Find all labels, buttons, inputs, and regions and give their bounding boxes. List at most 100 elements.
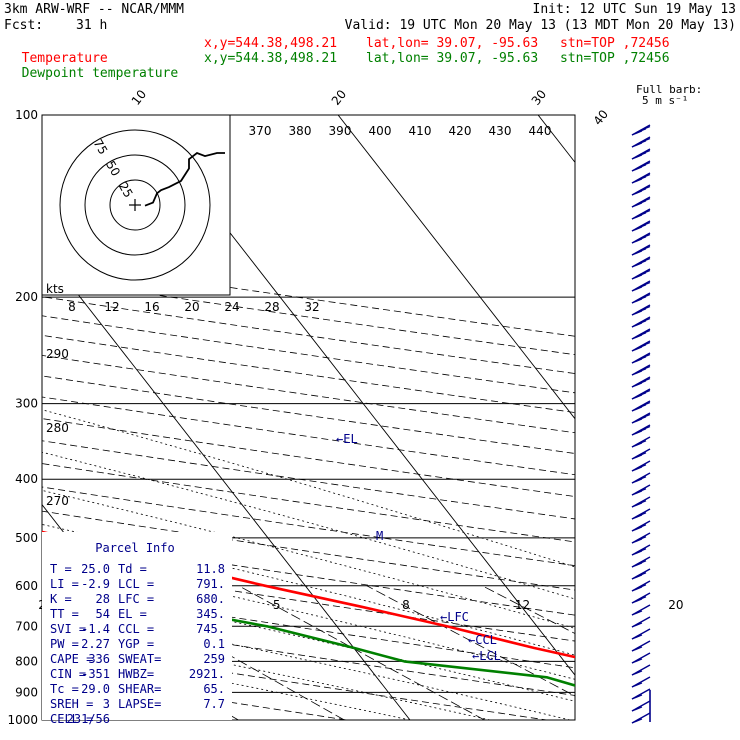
parcel-info-value: 680. [196,592,225,606]
dry-adiabat [42,354,575,434]
parcel-info-value: 345. [196,607,225,621]
parcel-info-value: 65. [203,682,225,696]
lcl-marker: ←LCL [472,649,501,663]
wind-barb-flag [635,596,647,602]
parcel-info-value: -1.4 [81,622,110,636]
parcel-info-label: K = [50,592,72,606]
temperature-xy: x,y=544.38,498.21 [204,36,338,51]
parcel-info-value: 0.1 [203,637,225,651]
speed-scale-label: 16 [144,300,159,314]
wind-barb-flag [631,622,643,628]
dry-adiabat [42,315,575,394]
mixing-ratio-label: 12 [515,598,530,612]
temperature-station: stn=TOP ,72456 [560,36,670,51]
parcel-info-value: 11.8 [196,562,225,576]
temperature-legend-name: Temperature [21,51,108,66]
parcel-info-label: LFC = [118,592,154,606]
pressure-tick-label: 500 [15,531,38,545]
moist-adiabat [42,524,575,656]
parcel-info-label: TT = [50,607,79,621]
wind-barb-flag [635,476,647,482]
isotherm-line [537,115,575,164]
parcel-info-label: CIN = [50,667,86,681]
parcel-info-label: CELL = [50,712,93,726]
parcel-info-label: CAPE = [50,652,93,666]
wind-barb-flag [639,318,651,324]
dewpoint-legend-name: Dewpoint temperature [21,66,179,81]
parcel-info-label: Td = [118,562,147,576]
hodograph-ring [109,179,161,231]
isotherm-label: 20 [329,87,349,108]
wind-barb-flag [631,610,643,616]
wind-barb-flag [639,402,651,408]
parcel-info-value: 54 [96,607,110,621]
theta-label: 420 [449,124,472,138]
mixing-ratio-label: 20 [668,598,683,612]
dewpoint-station: stn=TOP ,72456 [560,51,670,66]
wind-barb-flag [639,198,651,204]
dry-adiabat [42,296,575,374]
wind-barb-flag [639,354,651,360]
parcel-info-label: LI = [50,577,79,591]
parcel-info-value: 231/56 [67,712,110,726]
valid-time: Valid: 19 UTC Mon 20 May 13 (13 MDT Mon … [344,18,736,33]
wind-barb-flag [639,234,651,240]
wind-barb-flag [639,138,651,144]
moist-adiabat [42,554,575,680]
speed-scale-label: 28 [264,300,279,314]
dewpoint-latlon: lat,lon= 39.07, -95.63 [366,51,539,66]
wind-barb-flag [631,634,643,640]
pressure-tick-label: 200 [15,290,38,304]
parcel-info-label: YGP = [118,637,154,651]
temperature-legend: Temperature [6,36,108,66]
wind-barb-flag [639,390,651,396]
wind-barb-flag [639,414,651,420]
wind-barb-flag [635,488,647,494]
wind-barb-flag [631,670,643,676]
parcel-info-value: 2921. [189,667,225,681]
parcel-info-value: 28 [96,592,110,606]
wind-barb-flag [635,584,647,590]
dry-adiabat [42,615,575,696]
dry-adiabat [0,128,27,733]
pressure-tick-label: 800 [15,654,38,668]
wind-barb-flag [639,378,651,384]
theta-label: 440 [529,124,552,138]
speed-scale-label: 20 [184,300,199,314]
theta-label: 380 [289,124,312,138]
parcel-info-value: 745. [196,622,225,636]
speed-scale-label: 12 [104,300,119,314]
isotherm-label: 10 [129,87,149,108]
wind-barb-flag [635,440,647,446]
wind-barb-flag [639,126,651,132]
theta-label: 430 [489,124,512,138]
speed-scale-label: 8 [68,300,76,314]
parcel-info-label: CCL = [118,622,154,636]
hodograph-ring-label: 25 [116,180,136,200]
parcel-marker: M [376,529,383,543]
wind-barb-flag [635,560,647,566]
wind-barb-flag [635,548,647,554]
wind-barb-flag [631,646,643,652]
wind-barb-flag [639,258,651,264]
wind-barb-flag [639,186,651,192]
theta-side-label: 290 [46,347,69,361]
mixing-ratio-line [366,585,575,697]
init-time: Init: 12 UTC Sun 19 May 13 [532,2,737,17]
wind-barb-flag [639,210,651,216]
parcel-info-label: LAPSE= [118,697,161,711]
hodograph-ring-label: 50 [103,158,123,178]
lfc-marker: ←LFC [440,610,469,624]
wind-barb-flag [639,306,651,312]
parcel-info-value: 25.0 [81,562,110,576]
pressure-tick-label: 300 [15,397,38,411]
parcel-info-value: -2.9 [81,577,110,591]
isotherm-line [0,115,10,720]
wind-barb-flag [635,536,647,542]
wind-barb-flag [635,500,647,506]
mixing-ratio-line [238,585,485,720]
dewpoint-xy: x,y=544.38,498.21 [204,51,338,66]
parcel-info-label: LCL = [118,577,154,591]
pressure-tick-label: 700 [15,619,38,633]
parcel-info-label: SREH = [50,697,93,711]
